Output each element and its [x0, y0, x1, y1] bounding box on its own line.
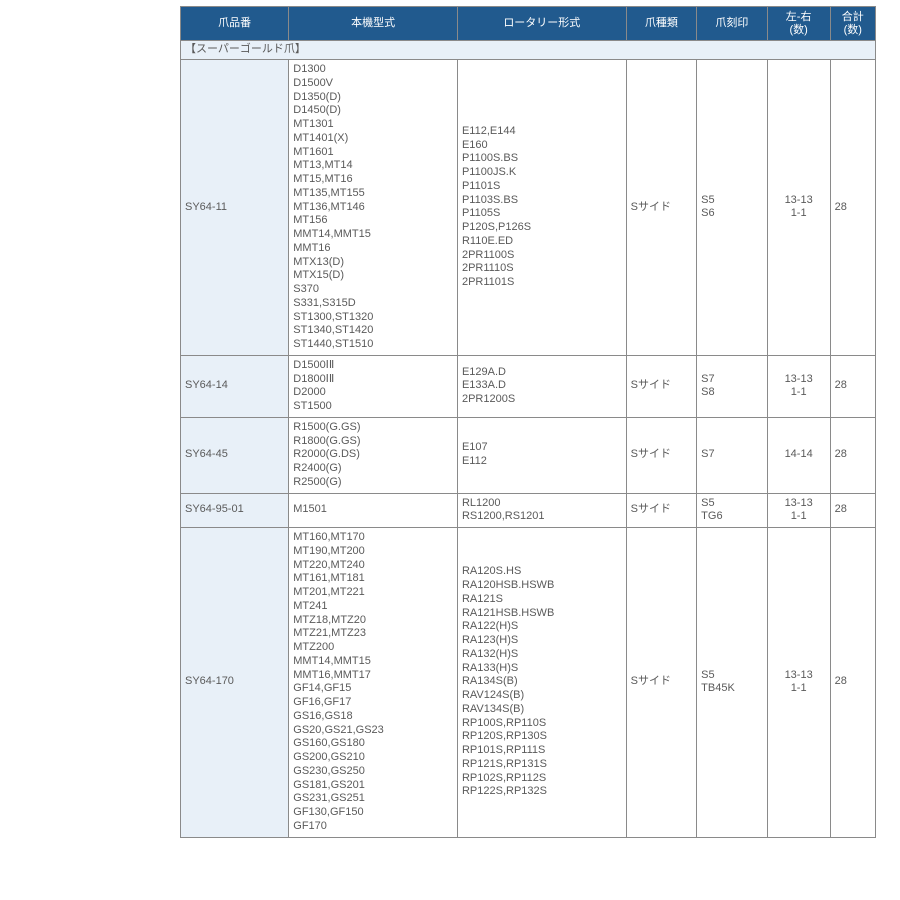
cell-total: 28 [830, 417, 875, 493]
cell-machine: MT160,MT170MT190,MT200MT220,MT240MT161,M… [289, 528, 458, 838]
parts-table: 爪品番 本機型式 ロータリー形式 爪種類 爪刻印 左-右(数) 合計(数) 【ス… [180, 6, 876, 838]
cell-pn: SY64-11 [181, 60, 289, 356]
header-lr: 左-右(数) [767, 7, 830, 41]
header-stamp: 爪刻印 [697, 7, 768, 41]
cell-pn: SY64-95-01 [181, 493, 289, 528]
header-machine: 本機型式 [289, 7, 458, 41]
table-row: SY64-45R1500(G.GS)R1800(G.GS)R2000(G.DS)… [181, 417, 876, 493]
table-row: SY64-11D1300D1500VD1350(D)D1450(D)MT1301… [181, 60, 876, 356]
cell-pn: SY64-170 [181, 528, 289, 838]
cell-rotary: RL1200RS1200,RS1201 [457, 493, 626, 528]
cell-total: 28 [830, 355, 875, 417]
cell-rotary: E107E112 [457, 417, 626, 493]
cell-stamp: S5TG6 [697, 493, 768, 528]
cell-type: Sサイド [626, 355, 697, 417]
cell-stamp: S7S8 [697, 355, 768, 417]
cell-rotary: RA120S.HSRA120HSB.HSWBRA121SRA121HSB.HSW… [457, 528, 626, 838]
cell-type: Sサイド [626, 60, 697, 356]
cell-machine: D1500ⅠⅡD1800ⅠⅡD2000ST1500 [289, 355, 458, 417]
header-total: 合計(数) [830, 7, 875, 41]
cell-total: 28 [830, 60, 875, 356]
cell-rotary: E112,E144E160P1100S.BSP1100JS.KP1101SP11… [457, 60, 626, 356]
cell-rotary: E129A.DE133A.D2PR1200S [457, 355, 626, 417]
header-rotary: ロータリー形式 [457, 7, 626, 41]
cell-stamp: S5TB45K [697, 528, 768, 838]
cell-total: 28 [830, 493, 875, 528]
cell-stamp: S5S6 [697, 60, 768, 356]
section-label: 【スーパーゴールド爪】 [181, 41, 876, 60]
cell-machine: D1300D1500VD1350(D)D1450(D)MT1301MT1401(… [289, 60, 458, 356]
cell-stamp: S7 [697, 417, 768, 493]
header-type: 爪種類 [626, 7, 697, 41]
cell-pn: SY64-45 [181, 417, 289, 493]
cell-type: Sサイド [626, 528, 697, 838]
cell-machine: R1500(G.GS)R1800(G.GS)R2000(G.DS)R2400(G… [289, 417, 458, 493]
table-row: SY64-95-01M1501RL1200RS1200,RS1201SサイドS5… [181, 493, 876, 528]
table-row: SY64-14D1500ⅠⅡD1800ⅠⅡD2000ST1500E129A.DE… [181, 355, 876, 417]
header-row: 爪品番 本機型式 ロータリー形式 爪種類 爪刻印 左-右(数) 合計(数) [181, 7, 876, 41]
cell-lr: 13-131-1 [767, 493, 830, 528]
cell-lr: 13-131-1 [767, 355, 830, 417]
cell-pn: SY64-14 [181, 355, 289, 417]
cell-type: Sサイド [626, 493, 697, 528]
cell-total: 28 [830, 528, 875, 838]
table-container: 爪品番 本機型式 ロータリー形式 爪種類 爪刻印 左-右(数) 合計(数) 【ス… [0, 0, 900, 844]
header-pn: 爪品番 [181, 7, 289, 41]
cell-type: Sサイド [626, 417, 697, 493]
table-row: SY64-170MT160,MT170MT190,MT200MT220,MT24… [181, 528, 876, 838]
cell-machine: M1501 [289, 493, 458, 528]
section-row: 【スーパーゴールド爪】 [181, 41, 876, 60]
cell-lr: 13-131-1 [767, 528, 830, 838]
cell-lr: 14-14 [767, 417, 830, 493]
cell-lr: 13-131-1 [767, 60, 830, 356]
